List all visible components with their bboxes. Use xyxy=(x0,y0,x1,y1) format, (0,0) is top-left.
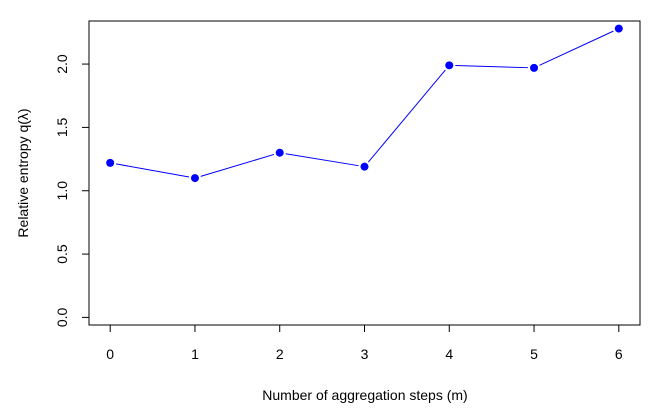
plot-area-frame xyxy=(88,20,641,326)
data-point xyxy=(106,158,115,167)
y-tick-label: 1.5 xyxy=(54,117,70,137)
series-line-segment xyxy=(200,153,275,177)
x-tick-label: 3 xyxy=(361,346,369,362)
series-line-segment xyxy=(539,30,614,66)
y-tick-label: 0.5 xyxy=(54,244,70,264)
y-tick-label: 0.0 xyxy=(54,307,70,327)
x-axis-ticks: 0 1 2 3 4 5 6 xyxy=(106,325,623,362)
y-tick-label: 1.0 xyxy=(54,181,70,201)
x-tick-label: 0 xyxy=(106,346,114,362)
series-line-segment xyxy=(455,65,529,69)
x-tick-label: 5 xyxy=(530,346,538,362)
x-tick-label: 6 xyxy=(615,346,623,362)
series-line-segment xyxy=(116,163,190,178)
data-point xyxy=(190,174,199,183)
x-tick-label: 1 xyxy=(191,346,199,362)
series-line-segment xyxy=(367,69,446,163)
data-point xyxy=(614,24,623,33)
x-tick-label: 2 xyxy=(276,346,284,362)
y-tick-label: 2.0 xyxy=(54,54,70,74)
x-tick-label: 4 xyxy=(445,346,453,362)
data-point xyxy=(275,148,284,157)
y-axis-title: Relative entropy q(λ) xyxy=(15,108,31,237)
data-point xyxy=(445,61,454,70)
x-axis-title: Number of aggregation steps (m) xyxy=(262,387,467,403)
y-axis-ticks: 0.0 0.5 1.0 1.5 2.0 xyxy=(54,54,89,327)
series-line-segment xyxy=(285,153,359,167)
data-point xyxy=(360,162,369,171)
data-point xyxy=(530,63,539,72)
series-layer xyxy=(106,24,623,183)
